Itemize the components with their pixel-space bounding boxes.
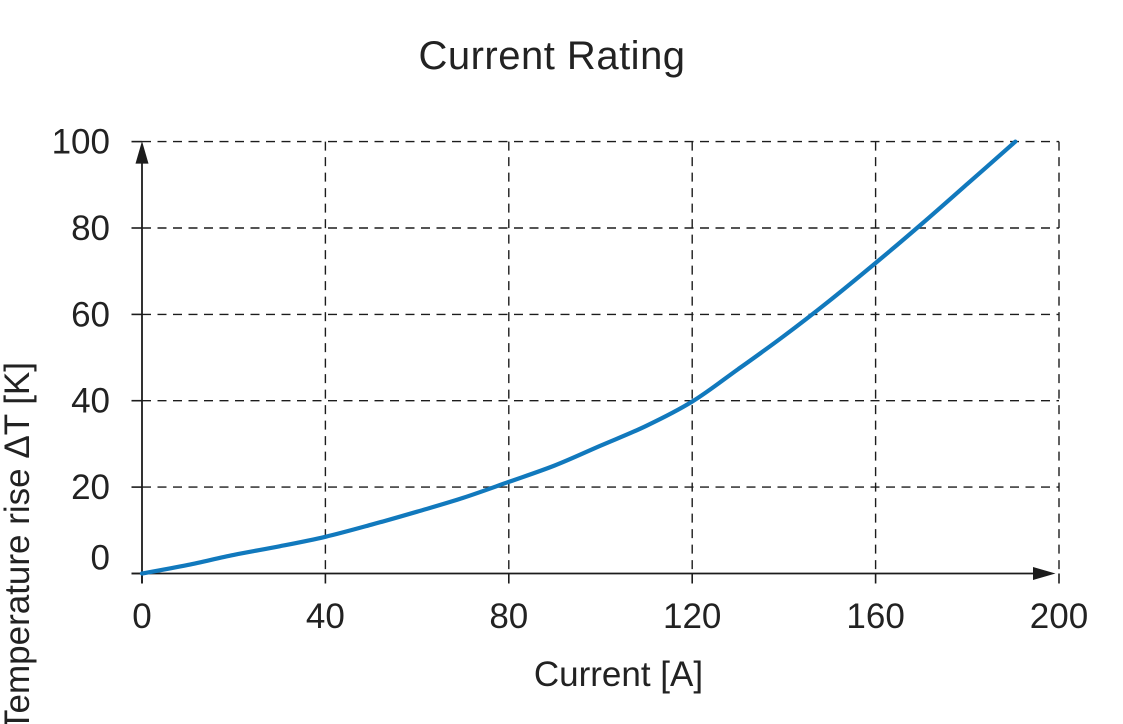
y-tick-label-0: 0	[91, 539, 110, 578]
x-tick-label-160: 160	[846, 597, 904, 636]
y-tick-label-20: 20	[71, 468, 110, 507]
x-tick-label-0: 0	[132, 597, 151, 636]
x-axis-arrowhead-icon	[1033, 567, 1056, 580]
y-tick-label-40: 40	[71, 382, 110, 421]
series-curve-0	[139, 139, 1018, 576]
y-axis-label-text: Temperature rise ΔT [K]	[0, 361, 37, 724]
y-tick-label-100: 100	[52, 123, 110, 162]
y-tick-label-80: 80	[71, 209, 110, 248]
x-tick-label-40: 40	[306, 597, 345, 636]
x-tick-label-80: 80	[489, 597, 528, 636]
y-tick-label-60: 60	[71, 295, 110, 334]
chart-title: Current Rating	[418, 34, 686, 78]
x-tick-label-200: 200	[1030, 597, 1088, 636]
x-tick-label-120: 120	[663, 597, 721, 636]
x-axis-label: Current [A]	[533, 655, 704, 694]
y-axis-arrowhead-icon	[135, 141, 149, 164]
